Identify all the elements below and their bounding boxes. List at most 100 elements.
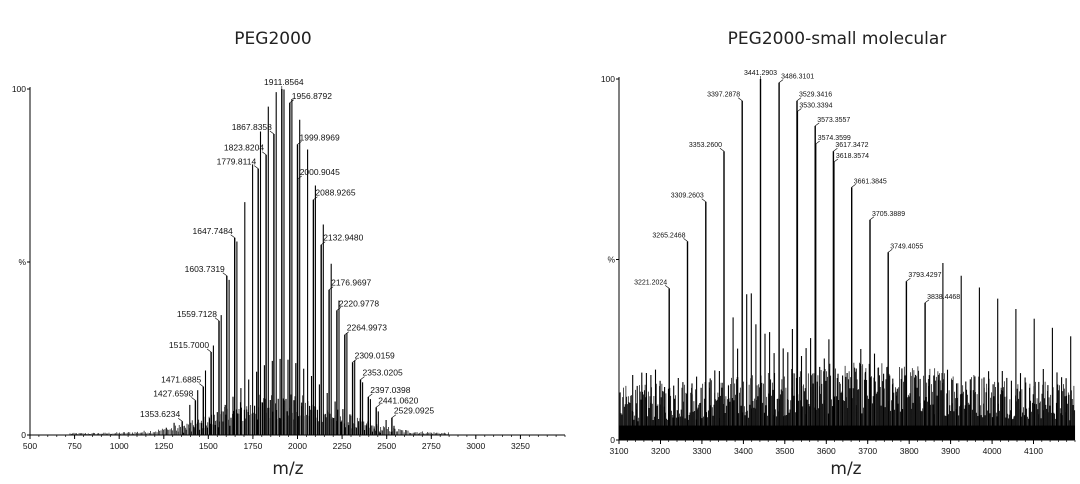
peak-label: 1779.8114 — [217, 157, 257, 167]
x-tick-label: 4000 — [983, 446, 1002, 456]
x-tick-label: 1000 — [110, 441, 129, 451]
spectrum-panel-peg2000-small-molecular: PEG2000-small molecular m/z 3221.2024 326… — [601, 29, 1076, 479]
x-axis-label: m/z — [830, 459, 861, 479]
peak-leader — [206, 348, 212, 353]
y-axis-unit: % — [18, 257, 26, 267]
peak-leader — [321, 241, 326, 245]
peak-leader — [701, 198, 706, 202]
peak-leader — [344, 331, 349, 335]
y-tick-label: 0 — [21, 430, 26, 440]
peak-leader — [815, 140, 820, 145]
peak-label: 2264.9973 — [347, 323, 387, 333]
peak-leader — [906, 277, 911, 282]
peak-leader — [376, 404, 381, 408]
x-tick-label: 3900 — [941, 446, 960, 456]
peak-leader — [313, 196, 318, 200]
peak-label: 3486.3101 — [781, 74, 814, 81]
peak-label: 1559.7128 — [177, 309, 217, 319]
peak-leader — [833, 158, 839, 163]
y-axis-unit: % — [607, 255, 615, 265]
x-tick-label: 2750 — [422, 441, 441, 451]
peak-label: 3793.4297 — [908, 272, 941, 279]
peak-leader — [230, 234, 235, 239]
x-tick-label: 1500 — [199, 441, 218, 451]
peak-leader — [869, 216, 875, 221]
peak-leader — [360, 376, 365, 380]
peak-label: 3749.4055 — [890, 243, 923, 250]
peak-leader — [888, 249, 893, 253]
peak-leader — [352, 359, 357, 363]
peak-label: 3705.3889 — [872, 211, 905, 218]
peak-leader — [199, 383, 204, 387]
peak-label: 2309.0159 — [355, 350, 395, 360]
peak-label: 3441.2903 — [744, 70, 777, 77]
peak-label: 1427.6598 — [153, 388, 193, 398]
x-tick-label: 2500 — [377, 441, 396, 451]
x-tick-label: 500 — [23, 441, 37, 451]
peak-label: 1471.6885 — [161, 375, 201, 385]
peak-leader — [297, 141, 302, 145]
panel-title: PEG2000-small molecular — [728, 29, 947, 49]
peak-label: 2132.9480 — [323, 233, 363, 243]
peak-series — [165, 89, 395, 435]
peak-series — [632, 79, 1072, 440]
x-tick-label: 3700 — [858, 446, 877, 456]
x-tick-label: 3500 — [775, 446, 794, 456]
peak-label: 3617.3472 — [835, 142, 868, 149]
x-tick-label: 3100 — [610, 446, 629, 456]
axes: 0 100% 3100 3200 3300 3400 3500 3600 3700 3800 390… — [601, 74, 1076, 456]
peak-leader — [297, 175, 302, 180]
peak-leader — [222, 272, 227, 277]
peak-leader — [738, 97, 743, 101]
x-tick-label: 3200 — [651, 446, 670, 456]
peak-label: 3530.3394 — [799, 103, 832, 110]
peak-leader — [797, 108, 802, 112]
x-tick-label: 3000 — [466, 441, 485, 451]
peak-leader — [815, 122, 820, 127]
peak-leader — [368, 393, 373, 398]
peak-leader — [391, 414, 397, 418]
peak-leader — [665, 285, 670, 289]
peak-labels: 1353.6234 1427.6598 1471.6885 1515.7000 1559… — [140, 77, 434, 422]
peak-label: 2220.9778 — [339, 298, 379, 308]
peak-leader — [254, 165, 259, 169]
peak-label: 3529.3416 — [799, 92, 832, 99]
peak-leader — [328, 286, 334, 290]
peak-leader — [796, 97, 802, 101]
peak-label: 3574.3599 — [818, 135, 851, 142]
peak-labels: 3221.2024 3265.2468 3309.2603 3353.2600 3397… — [634, 70, 960, 304]
peak-label: 3397.2878 — [707, 92, 740, 99]
peak-label: 2353.0205 — [363, 368, 403, 378]
peak-label: 2441.0620 — [378, 395, 418, 405]
x-tick-label: 3600 — [817, 446, 836, 456]
peak-label: 3838.4468 — [927, 294, 960, 301]
x-axis-label: m/z — [272, 459, 303, 479]
peak-leader — [924, 299, 930, 304]
peak-label: 1823.8204 — [224, 143, 264, 153]
x-tick-label: 1250 — [154, 441, 173, 451]
spectrum-panel-peg2000: PEG2000 m/z 1353.62341427.65981471.68851… — [12, 29, 566, 479]
peak-label: 1515.7000 — [169, 340, 209, 350]
x-tick-label: 3800 — [900, 446, 919, 456]
peak-label: 2529.0925 — [394, 406, 434, 416]
x-tick-label: 2250 — [333, 441, 352, 451]
peak-label: 3661.3845 — [854, 178, 887, 185]
peak-label: 2397.0398 — [370, 385, 410, 395]
x-tick-label: 3300 — [692, 446, 711, 456]
peak-label: 1867.8358 — [232, 122, 272, 132]
peak-leader — [833, 147, 838, 152]
x-tick-label: 2000 — [288, 441, 307, 451]
x-tick-label: 3250 — [511, 441, 530, 451]
y-tick-label: 100 — [12, 84, 26, 94]
peak-label: 1603.7319 — [185, 264, 225, 274]
peak-label: 1353.6234 — [140, 409, 180, 419]
peak-label: 3618.3574 — [836, 153, 869, 160]
peak-leader — [191, 397, 196, 401]
peak-label: 2176.9697 — [331, 278, 371, 288]
peak-leader — [851, 184, 856, 188]
peak-label: 1999.8969 — [300, 132, 340, 142]
y-tick-label: 0 — [610, 435, 615, 445]
x-tick-label: 3400 — [734, 446, 753, 456]
peak-leader — [261, 151, 267, 155]
peak-label: 1956.8792 — [292, 91, 332, 101]
